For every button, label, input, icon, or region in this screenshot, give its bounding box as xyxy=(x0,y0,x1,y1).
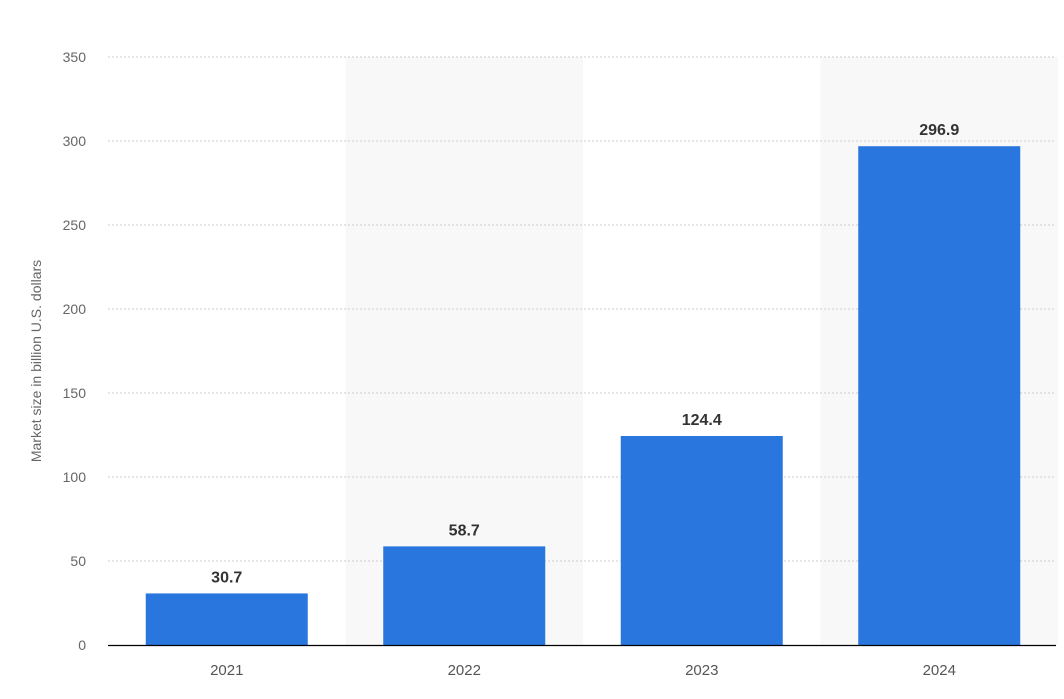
bars xyxy=(145,146,1021,645)
y-axis-title: Market size in billion U.S. dollars xyxy=(28,260,44,462)
bar-2021[interactable] xyxy=(145,593,308,645)
x-tick-label-2022: 2022 xyxy=(448,662,481,679)
data-label-2023: 124.4 xyxy=(682,412,722,429)
x-tick-label-2023: 2023 xyxy=(685,662,718,679)
data-label-2022: 58.7 xyxy=(449,522,480,539)
y-tick-label-150: 150 xyxy=(63,385,87,401)
y-tick-label-0: 0 xyxy=(78,637,86,653)
y-tick-label-300: 300 xyxy=(63,133,87,149)
x-tick-label-2021: 2021 xyxy=(210,662,243,679)
gridlines xyxy=(108,56,1056,562)
y-tick-label-100: 100 xyxy=(63,469,87,485)
bar-2023[interactable] xyxy=(620,436,783,645)
data-labels: 30.7 58.7 124.4 296.9 xyxy=(211,122,959,586)
x-tick-label-2024: 2024 xyxy=(923,662,956,679)
bar-2022[interactable] xyxy=(383,546,546,645)
data-label-2024: 296.9 xyxy=(919,122,959,139)
y-tick-label-200: 200 xyxy=(63,301,87,317)
y-axis-ticks: 0 50 100 150 200 250 300 350 xyxy=(63,49,87,653)
x-axis-ticks: 2021 2022 2023 2024 xyxy=(210,662,956,679)
data-label-2021: 30.7 xyxy=(211,569,242,586)
y-tick-label-250: 250 xyxy=(63,217,87,233)
y-tick-label-50: 50 xyxy=(70,553,86,569)
bar-2024[interactable] xyxy=(858,146,1021,645)
y-tick-label-350: 350 xyxy=(63,49,87,65)
